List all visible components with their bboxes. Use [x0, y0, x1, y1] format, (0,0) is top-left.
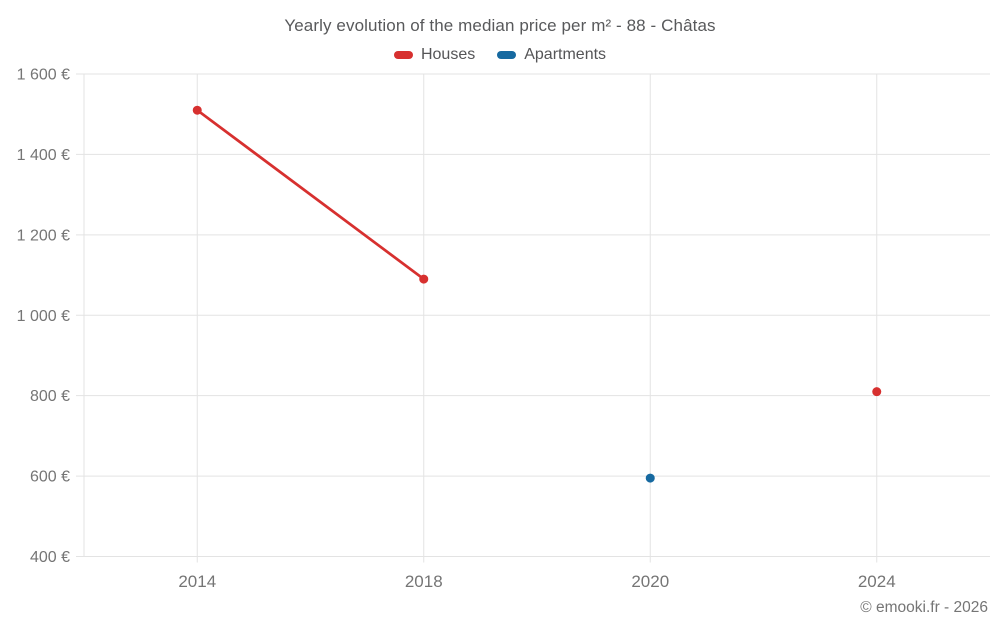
y-axis-tick-label: 1 600 €	[17, 67, 70, 84]
chart-legend: Houses Apartments	[0, 46, 1000, 64]
copyright-text: © emooki.fr - 2026	[860, 599, 988, 616]
y-axis-tick-label: 1 000 €	[17, 308, 70, 325]
series-line-houses	[195, 108, 426, 281]
legend-item-houses[interactable]: Houses	[393, 46, 476, 64]
x-axis-tick-label: 2014	[178, 572, 216, 591]
data-point-houses-2018[interactable]	[419, 274, 429, 284]
chart-title: Yearly evolution of the median price per…	[284, 16, 716, 35]
data-point-houses-2024[interactable]	[872, 387, 882, 397]
legend-item-apartments[interactable]: Apartments	[497, 46, 606, 64]
x-axis-tick-label: 2018	[405, 572, 443, 591]
y-axis-tick-label: 600 €	[30, 469, 70, 486]
legend-label-houses: Houses	[420, 46, 476, 63]
legend-swatch-apartments	[497, 51, 517, 59]
legend-label-apartments: Apartments	[524, 46, 607, 63]
x-axis-tick-label: 2024	[858, 572, 896, 591]
data-point-houses-2014[interactable]	[192, 105, 202, 115]
legend-swatch-houses	[393, 51, 413, 59]
data-point-apartments-2020[interactable]	[645, 473, 655, 483]
x-axis-tick-label: 2020	[631, 572, 669, 591]
y-axis-tick-label: 1 200 €	[17, 227, 70, 244]
y-axis-tick-label: 800 €	[30, 388, 70, 405]
y-axis-tick-label: 400 €	[30, 549, 70, 566]
y-axis-tick-label: 1 400 €	[17, 147, 70, 164]
